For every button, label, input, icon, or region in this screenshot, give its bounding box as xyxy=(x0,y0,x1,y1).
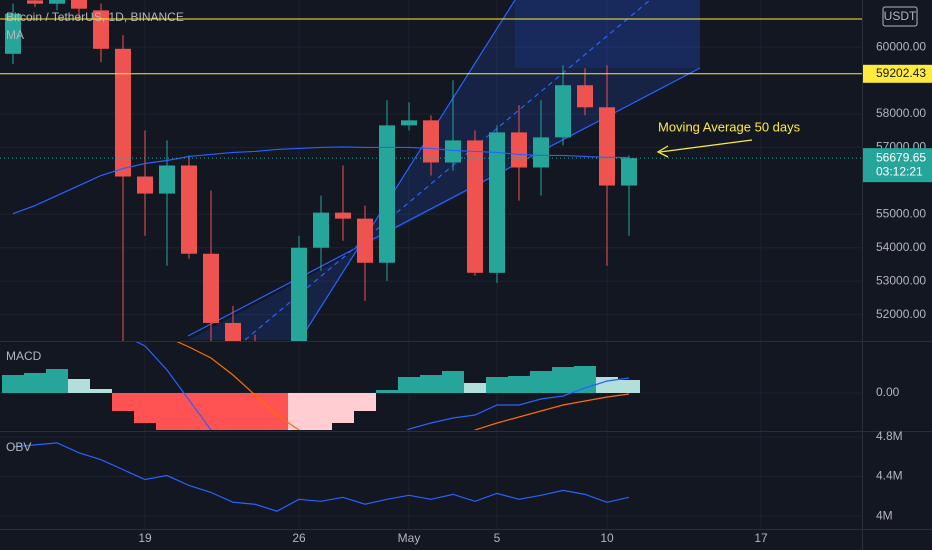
candle-body xyxy=(27,0,43,4)
price-label: 59202.43 xyxy=(876,66,926,80)
y-tick-label: 4M xyxy=(876,508,893,522)
candle-body xyxy=(379,125,395,263)
annotation: Moving Average 50 days xyxy=(658,119,801,134)
candle-body xyxy=(181,165,197,254)
candle-body xyxy=(225,322,241,341)
histogram-bar xyxy=(420,375,442,393)
candle-body xyxy=(599,107,615,186)
x-tick-label: 10 xyxy=(600,531,614,545)
y-tick-label: 53000.00 xyxy=(876,273,926,287)
histogram-bar xyxy=(244,393,266,430)
channel xyxy=(187,0,701,341)
currency-box xyxy=(882,6,918,27)
histogram-bar xyxy=(442,371,464,393)
candle-body xyxy=(511,132,527,168)
histogram-bar xyxy=(2,375,24,393)
y-tick-label: 55000.00 xyxy=(876,206,926,220)
y-tick-label: 4.4M xyxy=(876,469,903,483)
candle-body xyxy=(467,140,483,273)
obv-pane xyxy=(12,442,630,512)
candle-body xyxy=(137,176,153,194)
price-label-box xyxy=(863,64,932,83)
histogram-bar xyxy=(156,393,178,430)
histogram-bar xyxy=(288,393,310,430)
candle-body xyxy=(577,85,593,108)
currency: USDT xyxy=(884,9,917,23)
obv-line xyxy=(12,442,630,512)
candle-body xyxy=(423,120,439,163)
x-tick-label: May xyxy=(398,531,421,545)
candle-body xyxy=(313,212,329,248)
candle-body xyxy=(203,253,219,323)
histogram-bar xyxy=(530,371,552,393)
macd-pane xyxy=(2,342,640,430)
candle-body xyxy=(445,140,461,163)
histogram-bar xyxy=(112,393,134,411)
histogram-bar xyxy=(464,383,486,393)
price-pane xyxy=(5,0,637,341)
countdown: 03:12:21 xyxy=(876,164,923,178)
histogram-bar xyxy=(178,393,200,430)
candle-body xyxy=(621,158,637,186)
indicator-line xyxy=(135,342,630,430)
histogram-bar xyxy=(90,389,112,393)
legend-entry: MA xyxy=(6,28,24,42)
y-tick-label: 4.8M xyxy=(876,429,903,443)
x-tick-label: 5 xyxy=(494,531,501,545)
last-price-box xyxy=(863,148,932,183)
y-tick-label: 58000.00 xyxy=(876,106,926,120)
candle-body xyxy=(159,165,175,194)
pane-title: OBV xyxy=(6,440,31,454)
histogram-bar xyxy=(574,366,596,393)
y-tick-label: 60000.00 xyxy=(876,39,926,53)
y-tick-label: 54000.00 xyxy=(876,240,926,254)
candle-body xyxy=(357,218,373,263)
candle-body xyxy=(115,48,131,177)
candle-body xyxy=(489,132,505,273)
x-tick-label: 19 xyxy=(138,531,152,545)
candle-body xyxy=(533,137,549,168)
x-tick-label: 17 xyxy=(754,531,768,545)
histogram-bar xyxy=(618,380,640,393)
histogram-bar xyxy=(24,373,46,393)
histogram-bar xyxy=(508,376,530,393)
indicator-line xyxy=(176,342,630,430)
histogram-bar xyxy=(486,377,508,393)
histogram-bar xyxy=(222,393,244,430)
histogram-bar xyxy=(596,377,618,393)
candle-body xyxy=(49,0,65,4)
chart-title: Bitcoin / TetherUS, 1D, BINANCE xyxy=(6,10,184,24)
ma-line xyxy=(12,146,629,215)
candle-body xyxy=(335,212,351,219)
candle-body xyxy=(93,10,109,49)
histogram-bar xyxy=(398,377,420,393)
candle-body xyxy=(71,0,87,9)
candle-body xyxy=(401,120,417,126)
histogram-bar xyxy=(310,393,332,430)
y-tick-label: 0.00 xyxy=(876,385,900,399)
x-tick-label: 26 xyxy=(292,531,306,545)
histogram-bar xyxy=(266,393,288,430)
histogram-bar xyxy=(134,393,156,423)
candle-body xyxy=(5,13,21,54)
histogram-bar xyxy=(376,390,398,393)
histogram-bar xyxy=(354,393,376,411)
histogram-bar xyxy=(332,393,354,423)
last-price: 56679.65 xyxy=(876,150,926,164)
candle-body xyxy=(291,247,307,341)
axes: 19 26 May 5 10 17 52000.00 53000.00 54000.00 5500… xyxy=(138,39,926,545)
y-tick-label: 52000.00 xyxy=(876,307,926,321)
histogram-bar xyxy=(552,367,574,393)
histogram-bar xyxy=(46,369,68,393)
histogram-bar xyxy=(200,393,222,430)
candle-body xyxy=(555,85,571,138)
histogram-bar xyxy=(68,379,90,393)
annotation-arrow xyxy=(656,139,753,158)
pane-title: MACD xyxy=(6,349,42,363)
